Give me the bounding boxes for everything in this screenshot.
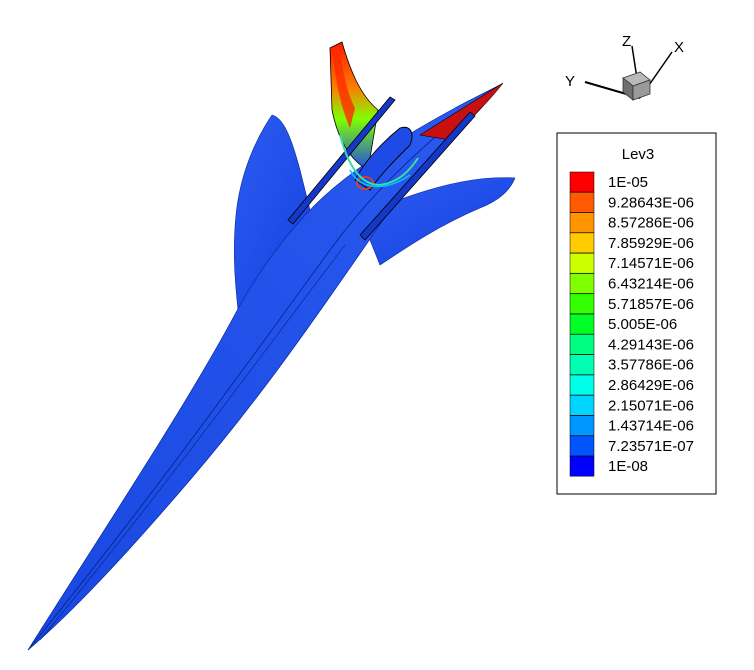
aircraft-surface xyxy=(27,41,516,651)
legend-label: 8.57286E-06 xyxy=(608,215,694,232)
nacelle-rail-left xyxy=(287,96,396,225)
legend-label: 1E-08 xyxy=(608,458,648,475)
legend-label: 7.23571E-07 xyxy=(608,438,694,455)
right-wing xyxy=(359,177,516,266)
legend-swatch xyxy=(569,232,595,254)
legend-label: 1.43714E-06 xyxy=(608,418,694,435)
legend-swatch xyxy=(569,395,595,416)
spine-line-2 xyxy=(39,244,346,641)
legend-swatch xyxy=(569,334,595,355)
x-axis-label: X xyxy=(674,39,684,56)
fin-hot-spot xyxy=(333,50,355,128)
legend-swatch xyxy=(569,171,595,193)
engine-nacelle xyxy=(354,126,413,191)
legend-swatch xyxy=(569,354,595,375)
legend-title: Lev3 xyxy=(622,146,655,163)
legend-label: 4.29143E-06 xyxy=(608,336,694,353)
legend-swatch xyxy=(569,435,595,457)
legend-swatch xyxy=(569,252,595,274)
legend-label: 5.005E-06 xyxy=(608,316,677,333)
legend-swatch xyxy=(569,212,595,233)
legend-swatch xyxy=(569,415,595,436)
legend-label: 3.57786E-06 xyxy=(608,357,694,374)
z-axis-label: Z xyxy=(622,33,631,50)
axes-cube-icon xyxy=(622,71,651,101)
axes-triad: Z X Y xyxy=(565,33,684,101)
legend-swatch xyxy=(569,313,595,335)
legend-label: 2.86429E-06 xyxy=(608,377,694,394)
legend-swatch xyxy=(569,374,595,396)
spine-line xyxy=(27,84,501,651)
flow-streak xyxy=(339,134,419,187)
legend-label: 1E-05 xyxy=(608,174,648,191)
legend-swatch xyxy=(569,455,595,477)
flow-streak-2 xyxy=(349,169,411,188)
y-axis-label: Y xyxy=(565,73,575,90)
engine-inlet xyxy=(356,176,374,190)
nacelle-rail-right xyxy=(359,111,476,241)
legend-label: 6.43214E-06 xyxy=(608,276,694,293)
legend-label: 5.71857E-06 xyxy=(608,296,694,313)
legend-label: 2.15071E-06 xyxy=(608,397,694,414)
legend-swatch xyxy=(569,273,595,294)
legend: Lev3 1E-05 9.28643E-06 8.57286E-06 7.85929E… xyxy=(556,132,717,495)
legend-swatch xyxy=(569,293,595,315)
legend-label: 7.14571E-06 xyxy=(608,255,694,272)
legend-label: 7.85929E-06 xyxy=(608,235,694,252)
legend-label: 9.28643E-06 xyxy=(608,194,694,211)
legend-swatch xyxy=(569,192,595,213)
